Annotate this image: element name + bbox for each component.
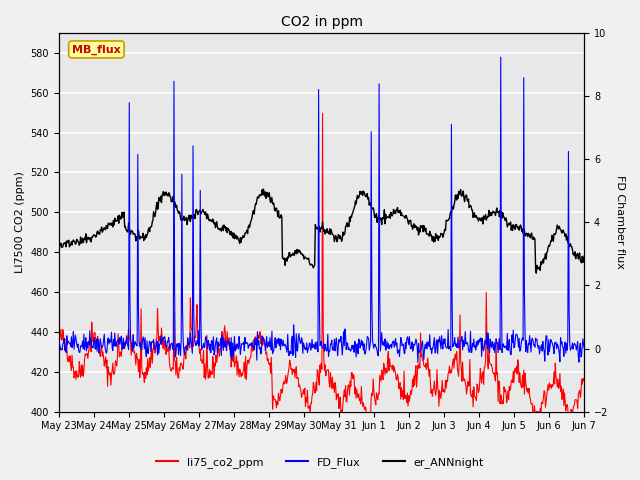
Y-axis label: LI7500 CO2 (ppm): LI7500 CO2 (ppm) — [15, 171, 25, 273]
Legend: li75_co2_ppm, FD_Flux, er_ANNnight: li75_co2_ppm, FD_Flux, er_ANNnight — [151, 452, 489, 472]
Y-axis label: FD Chamber flux: FD Chamber flux — [615, 175, 625, 269]
Title: CO2 in ppm: CO2 in ppm — [280, 15, 363, 29]
Text: MB_flux: MB_flux — [72, 44, 121, 55]
